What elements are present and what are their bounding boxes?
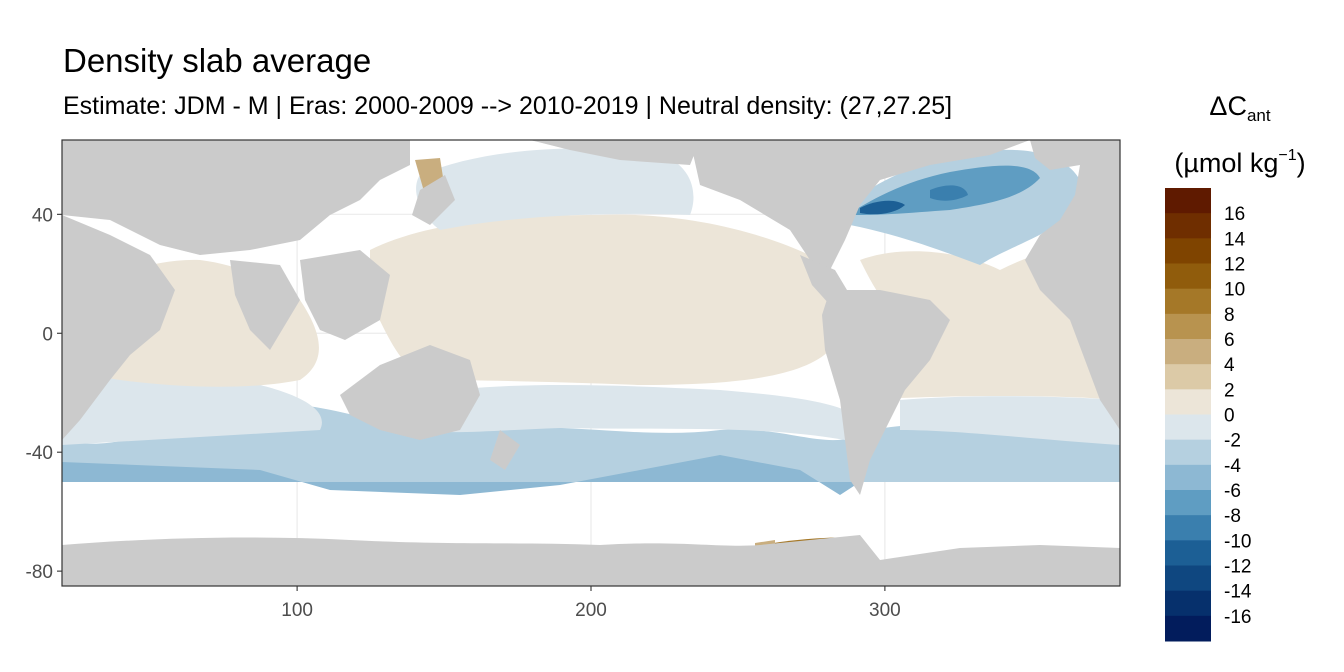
legend-label: 14 — [1224, 229, 1246, 250]
legend-swatch-13 — [1165, 515, 1211, 541]
legend-swatch-8 — [1165, 389, 1211, 415]
north-atlantic-minimum — [860, 200, 905, 215]
land-europe-africa-east — [1025, 140, 1120, 430]
y-tick-label: 40 — [32, 205, 53, 226]
south-atlantic-band — [900, 396, 1120, 445]
legend-label: 0 — [1224, 406, 1235, 427]
legend-swatch-2 — [1165, 238, 1211, 264]
legend-label: 12 — [1224, 255, 1245, 276]
land-india — [230, 260, 300, 350]
land-africa-west — [62, 215, 175, 440]
legend-swatch-7 — [1165, 364, 1211, 390]
legend-swatch-3 — [1165, 263, 1211, 290]
north-atlantic-minimum-2 — [930, 185, 968, 201]
chart-subtitle: Estimate: JDM - M | Eras: 2000-2009 --> … — [63, 92, 953, 120]
legend-swatch-5 — [1165, 313, 1211, 340]
x-tick-label: 200 — [575, 600, 607, 621]
land-south-america — [822, 290, 950, 495]
legend-swatch-9 — [1165, 414, 1211, 441]
legend-title: ΔCant (µmol kg−1) — [1174, 91, 1306, 178]
land-eurasia-north — [62, 140, 410, 255]
chart-title: Density slab average — [63, 42, 372, 79]
legend-label: -6 — [1224, 481, 1241, 502]
south-indian-band — [62, 370, 322, 445]
legend-label: -4 — [1224, 456, 1241, 477]
legend: 16 14 12 10 8 6 4 2 0 -2 -4 -6 -8 -10 -12 -14 -16 — [1165, 188, 1252, 642]
land-japan — [412, 175, 455, 225]
legend-label: -16 — [1224, 607, 1251, 628]
legend-label: -8 — [1224, 506, 1241, 527]
legend-label: -12 — [1224, 557, 1251, 578]
legend-swatch-16 — [1165, 590, 1211, 617]
legend-label: 2 — [1224, 380, 1235, 401]
y-tick-label: 0 — [42, 324, 53, 345]
legend-label: 10 — [1224, 280, 1245, 301]
legend-swatch-12 — [1165, 490, 1211, 516]
land-australia — [340, 345, 480, 440]
south-pacific-band — [420, 385, 845, 440]
legend-swatch-17 — [1165, 615, 1211, 642]
legend-swatch-1 — [1165, 213, 1211, 239]
legend-label: 8 — [1224, 305, 1235, 326]
southern-ocean-deep — [62, 455, 860, 495]
legend-label: 4 — [1224, 355, 1235, 376]
land-masses — [62, 140, 1120, 586]
land-antarctica — [62, 535, 1120, 586]
legend-label: 16 — [1224, 204, 1245, 225]
x-tick-label: 100 — [281, 600, 313, 621]
legend-label: -10 — [1224, 531, 1251, 552]
x-tick-label: 300 — [869, 600, 901, 621]
land-north-america — [690, 140, 1030, 270]
legend-swatch-15 — [1165, 565, 1211, 592]
land-new-zealand — [490, 430, 520, 470]
legend-swatch-10 — [1165, 439, 1211, 466]
legend-label: -14 — [1224, 582, 1252, 603]
land-alaska — [530, 140, 700, 165]
map-layer — [62, 140, 1120, 586]
y-tick-label: -40 — [26, 443, 53, 464]
legend-swatch-14 — [1165, 540, 1211, 566]
legend-swatch-6 — [1165, 339, 1211, 365]
legend-swatch-4 — [1165, 288, 1211, 315]
north-pacific-subpolar — [416, 148, 694, 230]
pacific-ocean — [370, 214, 833, 385]
land-seasia — [300, 250, 390, 340]
y-tick-label: -80 — [26, 562, 53, 583]
legend-swatch-11 — [1165, 464, 1211, 491]
legend-label: 6 — [1224, 330, 1235, 351]
legend-label: -2 — [1224, 431, 1241, 452]
legend-swatch-0 — [1165, 188, 1211, 214]
